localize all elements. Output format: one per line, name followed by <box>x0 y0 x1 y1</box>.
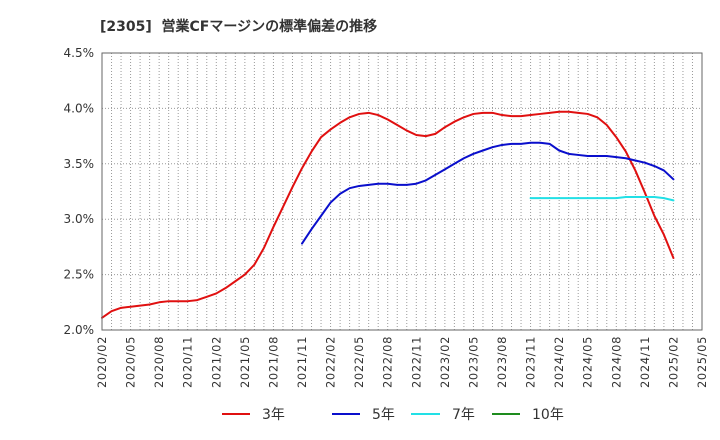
y-tick-label: 4.0% <box>64 101 95 115</box>
x-tick-label: 2022/02 <box>324 336 338 388</box>
x-tick-label: 2020/02 <box>95 336 109 388</box>
x-tick-label: 2020/08 <box>152 336 166 388</box>
legend-item-7y: 7年 <box>411 407 475 423</box>
grid <box>102 52 702 331</box>
x-tick-label: 2025/05 <box>695 336 709 388</box>
y-tick-label: 3.5% <box>64 157 95 171</box>
x-tick-label: 2023/02 <box>438 336 452 388</box>
y-tick-label: 4.5% <box>64 46 95 60</box>
series-group <box>101 110 675 319</box>
legend-label-5y: 5年 <box>372 407 395 423</box>
x-tick-label: 2023/11 <box>524 336 538 388</box>
x-axis-labels: 2020/02 2020/05 2020/08 2020/11 2021/02 2021/… <box>95 336 709 388</box>
chart-title: [2305] 営業CFマージンの標準偏差の推移 <box>100 18 377 35</box>
x-tick-label: 2024/02 <box>552 336 566 388</box>
x-tick-label: 2021/08 <box>266 336 280 388</box>
y-tick-label: 2.5% <box>64 268 95 282</box>
y-axis-labels: 2.0% 2.5% 3.0% 3.5% 4.0% 4.5% <box>64 46 95 337</box>
plot-frame <box>101 52 703 331</box>
legend-item-3y: 3年 <box>222 407 285 423</box>
series-line-5y <box>301 141 675 245</box>
x-tick-label: 2024/08 <box>609 336 623 388</box>
legend-item-10y: 10年 <box>492 407 564 423</box>
legend: 3年 5年 7年 10年 <box>222 407 564 423</box>
legend-label-3y: 3年 <box>262 407 285 423</box>
x-tick-label: 2020/11 <box>181 336 195 388</box>
x-tick-label: 2022/08 <box>381 336 395 388</box>
x-tick-label: 2023/08 <box>495 336 509 388</box>
legend-label-7y: 7年 <box>452 407 475 423</box>
legend-item-5y: 5年 <box>332 407 395 423</box>
series-line-3y <box>101 110 675 319</box>
x-tick-label: 2024/05 <box>581 336 595 388</box>
legend-label-10y: 10年 <box>532 407 564 423</box>
x-tick-label: 2025/02 <box>666 336 680 388</box>
x-tick-label: 2024/11 <box>638 336 652 388</box>
x-tick-label: 2022/11 <box>409 336 423 388</box>
x-tick-label: 2021/02 <box>209 336 223 388</box>
y-tick-label: 3.0% <box>64 212 95 226</box>
series-line-7y <box>529 196 675 202</box>
x-tick-label: 2020/05 <box>124 336 138 388</box>
y-tick-label: 2.0% <box>64 323 95 337</box>
x-tick-label: 2023/05 <box>466 336 480 388</box>
x-tick-label: 2021/05 <box>238 336 252 388</box>
x-tick-label: 2022/05 <box>352 336 366 388</box>
x-tick-label: 2021/11 <box>295 336 309 388</box>
